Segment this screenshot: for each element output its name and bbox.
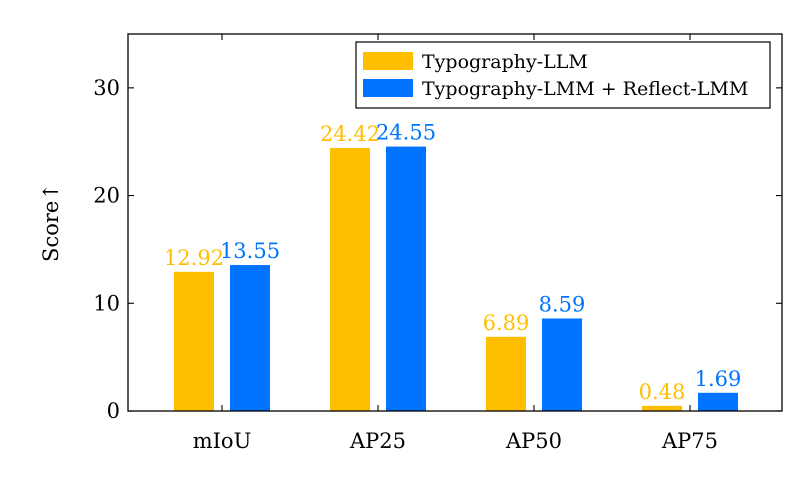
y-tick-label: 30 (93, 76, 120, 100)
data-label-typography-llm-ap50: 6.89 (483, 311, 530, 335)
plot-frame (127, 33, 783, 412)
legend-box (355, 41, 771, 109)
x-axis-tick-labels: mIoU AP25 AP50 AP75 (193, 34, 718, 453)
legend-swatch-typography-lmm-reflect-lmm (363, 79, 413, 97)
x-tick-label-ap75: AP75 (661, 429, 718, 453)
data-label-typography-lmm-reflect-lmm-ap50: 8.59 (539, 292, 586, 316)
bar-typography-lmm-reflect-lmm-ap75 (698, 392, 738, 411)
y-tick-label: 0 (107, 399, 120, 423)
y-tick-label: 20 (93, 184, 120, 208)
bar-typography-llm-ap75 (642, 405, 682, 411)
data-labels: 12.92 24.42 6.89 0.48 13.55 24.55 8.59 1.69 (164, 121, 741, 404)
y-axis-label: Score↑ (39, 183, 63, 262)
y-axis-ticks: 0 10 20 30 (93, 76, 782, 423)
legend-label-typography-lmm-reflect-lmm: Typography-LMM + Reflect-LMM (422, 78, 748, 100)
legend-swatch-typography-llm (363, 52, 413, 70)
x-tick-label-ap25: AP25 (349, 429, 406, 453)
bars (174, 146, 738, 411)
y-tick-label: 10 (93, 291, 120, 315)
data-label-typography-llm-ap75: 0.48 (639, 380, 686, 404)
bar-typography-llm-miou (174, 271, 214, 411)
bar-typography-lmm-reflect-lmm-miou (230, 265, 270, 411)
bar-typography-lmm-reflect-lmm-ap25 (386, 146, 426, 411)
bar-typography-llm-ap50 (486, 336, 526, 411)
data-label-typography-llm-ap25: 24.42 (320, 122, 380, 146)
data-label-typography-llm-miou: 12.92 (164, 246, 224, 270)
data-label-typography-lmm-reflect-lmm-ap25: 24.55 (376, 121, 436, 145)
legend-label-typography-llm: Typography-LLM (422, 51, 588, 73)
bar-typography-lmm-reflect-lmm-ap50 (542, 318, 582, 411)
data-label-typography-lmm-reflect-lmm-ap75: 1.69 (695, 367, 742, 391)
bar-typography-llm-ap25 (330, 147, 370, 411)
legend: Typography-LLM Typography-LMM + Reflect-… (355, 41, 771, 109)
x-tick-label-miou: mIoU (193, 429, 252, 453)
data-label-typography-lmm-reflect-lmm-miou: 13.55 (220, 239, 280, 263)
x-tick-label-ap50: AP50 (505, 429, 562, 453)
